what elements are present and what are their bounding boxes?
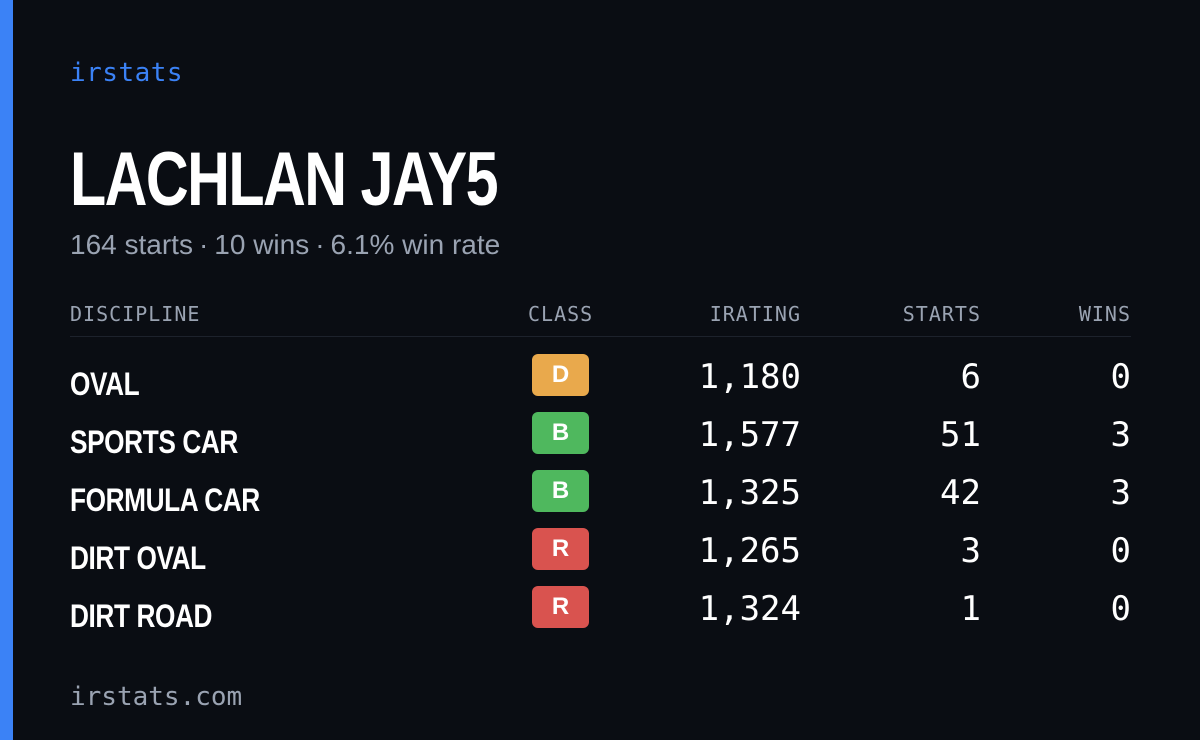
accent-bar <box>0 0 13 740</box>
starts-value: 1 <box>960 589 981 629</box>
win-rate-summary: 6.1% win rate <box>330 229 501 260</box>
class-badge: R <box>532 528 589 570</box>
discipline-name: OVAL <box>70 366 140 402</box>
table-row: DIRT OVAL R 1,265 3 0 <box>70 524 1131 582</box>
irating-value: 1,325 <box>698 473 801 513</box>
irating-value: 1,324 <box>698 589 801 629</box>
discipline-name: FORMULA CAR <box>70 482 260 518</box>
starts-value: 6 <box>960 357 981 397</box>
starts-value: 3 <box>960 531 981 571</box>
stats-table-body: OVAL D 1,180 6 0 SPORTS CAR B 1,577 51 3… <box>70 350 1131 640</box>
wins-value: 3 <box>1110 415 1131 455</box>
wins-value: 0 <box>1110 589 1131 629</box>
table-row: OVAL D 1,180 6 0 <box>70 350 1131 408</box>
discipline-name: SPORTS CAR <box>70 424 238 460</box>
wins-value: 3 <box>1110 473 1131 513</box>
class-badge: D <box>532 354 589 396</box>
irating-value: 1,265 <box>698 531 801 571</box>
summary-separator: · <box>198 229 209 260</box>
irating-value: 1,180 <box>698 357 801 397</box>
discipline-name: DIRT OVAL <box>70 540 206 576</box>
starts-value: 51 <box>940 415 981 455</box>
header-discipline: DISCIPLINE <box>70 302 201 326</box>
driver-summary: 164 starts · 10 wins · 6.1% win rate <box>70 226 500 264</box>
class-badge: B <box>532 470 589 512</box>
driver-name: LACHLAN JAY5 <box>70 137 499 222</box>
table-row: SPORTS CAR B 1,577 51 3 <box>70 408 1131 466</box>
header-wins: WINS <box>1078 302 1131 326</box>
irating-value: 1,577 <box>698 415 801 455</box>
table-row: DIRT ROAD R 1,324 1 0 <box>70 582 1131 640</box>
wins-value: 0 <box>1110 531 1131 571</box>
discipline-name: DIRT ROAD <box>70 598 213 634</box>
class-badge: R <box>532 586 589 628</box>
starts-summary: 164 starts <box>70 229 193 260</box>
header-irating: IRATING <box>709 302 801 326</box>
starts-value: 42 <box>940 473 981 513</box>
footer-site-link: irstats.com <box>70 682 243 712</box>
summary-separator: · <box>315 229 325 260</box>
header-starts: STARTS <box>902 302 981 326</box>
table-row: FORMULA CAR B 1,325 42 3 <box>70 466 1131 524</box>
stats-table-header: DISCIPLINE CLASS IRATING STARTS WINS <box>70 298 1131 337</box>
class-badge: B <box>532 412 589 454</box>
wins-summary: 10 wins <box>214 229 310 260</box>
wins-value: 0 <box>1110 357 1131 397</box>
brand-logo-text: irstats <box>70 58 184 88</box>
header-class: CLASS <box>528 302 594 326</box>
